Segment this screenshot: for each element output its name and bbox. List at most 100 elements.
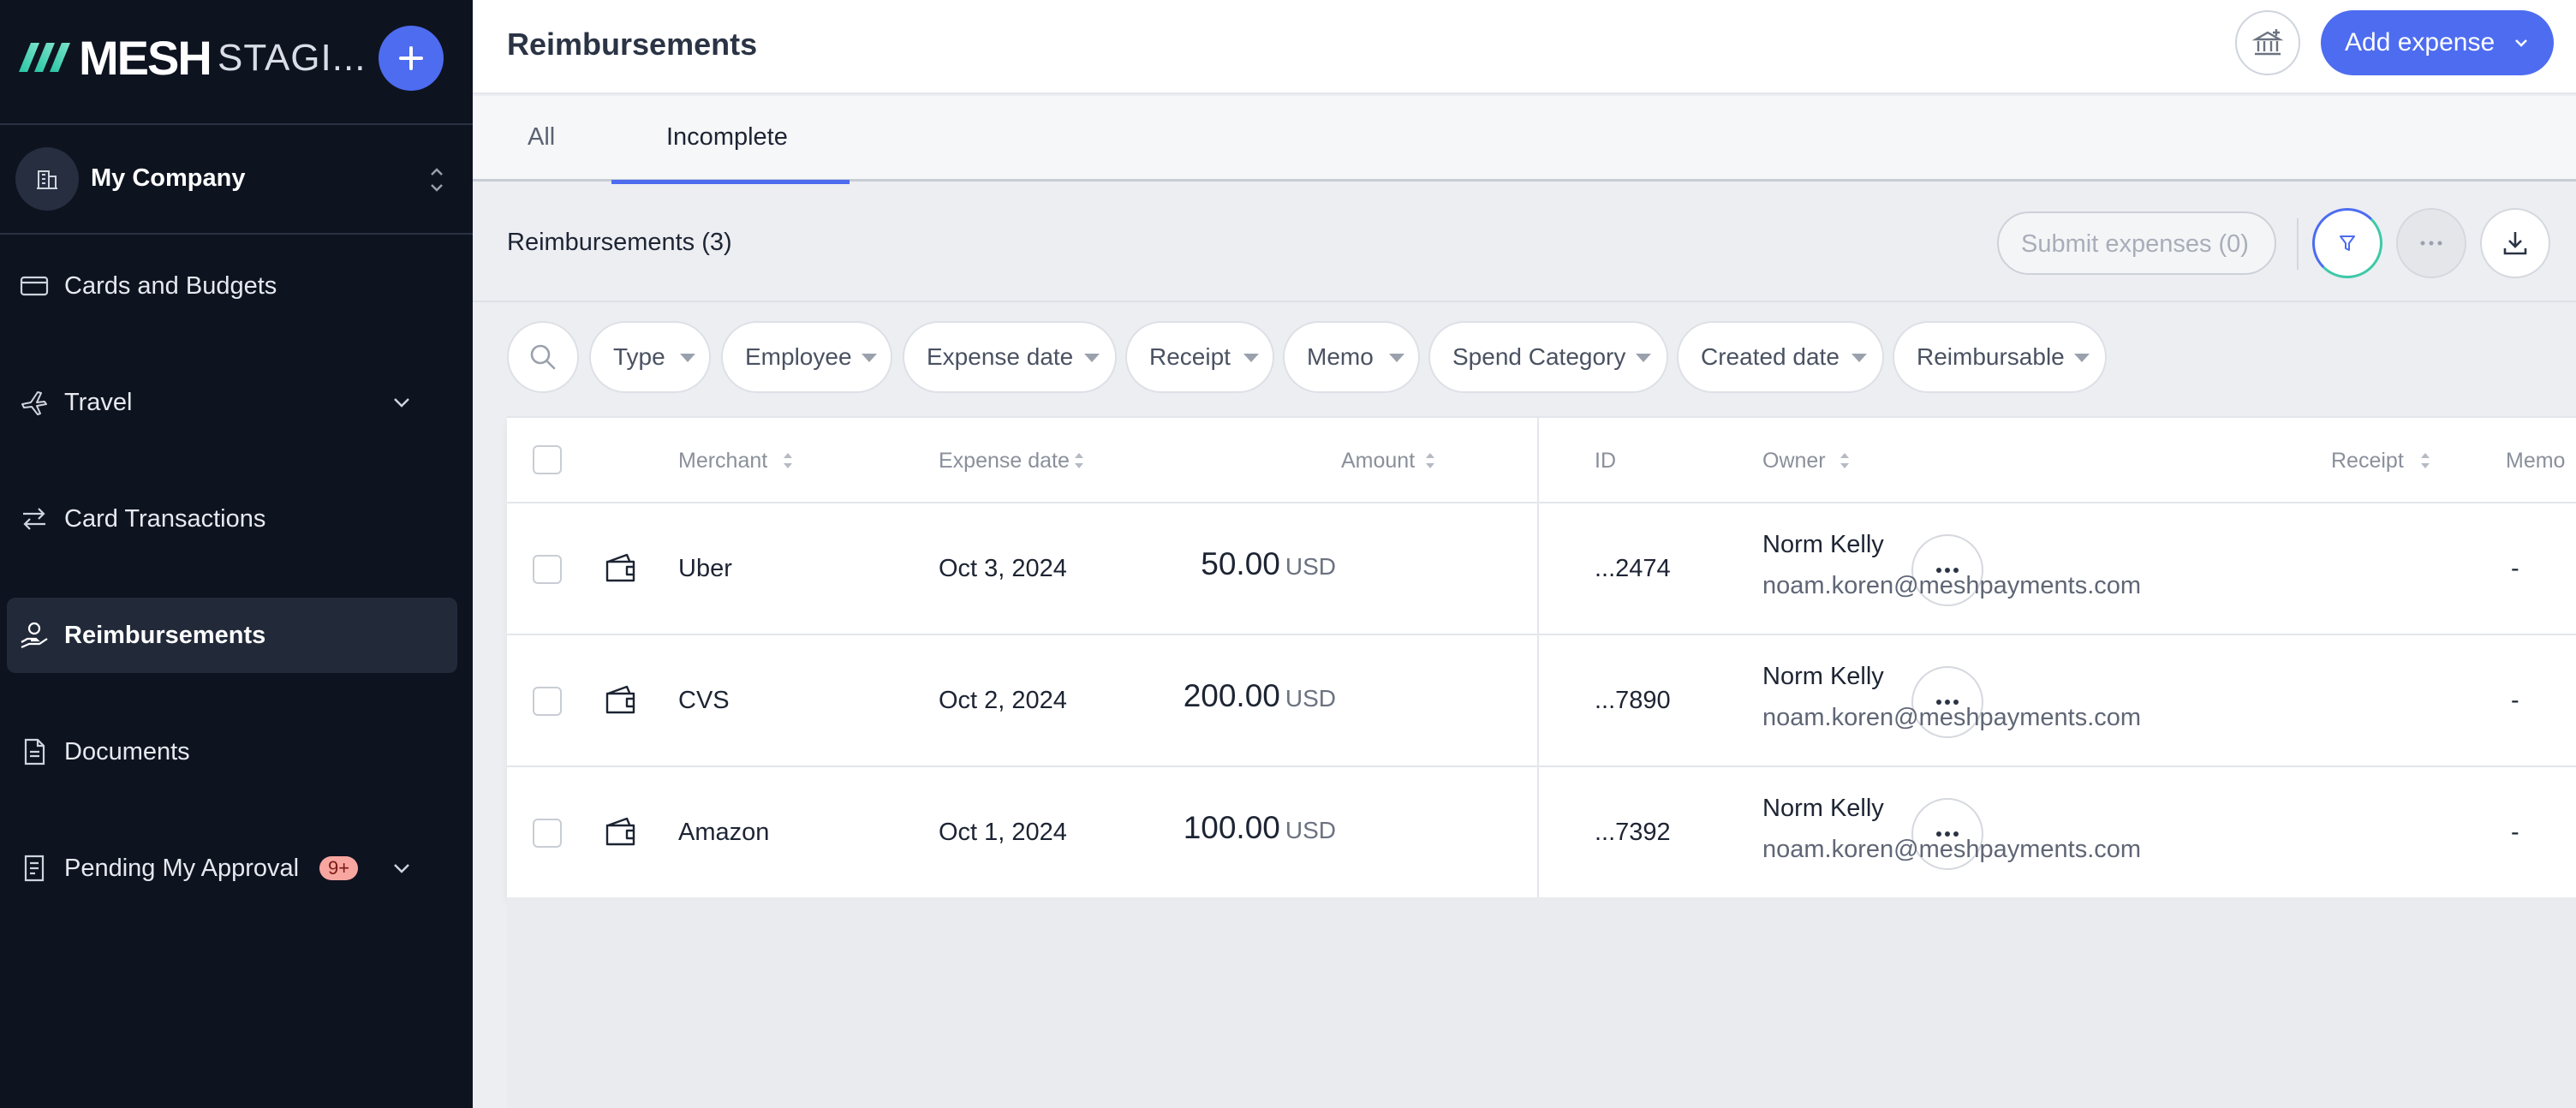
chevron-down-icon bbox=[394, 864, 409, 873]
sidebar-item-label: Documents bbox=[64, 738, 190, 765]
row-actions-button[interactable] bbox=[1911, 534, 1983, 606]
sidebar-item-cards-and-budgets[interactable]: Cards and Budgets bbox=[7, 248, 457, 324]
more-actions-button[interactable] bbox=[2396, 208, 2466, 278]
filter-bar: Type Employee Expense date Receipt Memo … bbox=[473, 304, 2576, 415]
caret-down-icon bbox=[1389, 354, 1404, 362]
bank-icon bbox=[2251, 29, 2284, 56]
filter-chip-label: Spend Category bbox=[1452, 343, 1626, 370]
table-row[interactable]: Uber Oct 3, 2024 50.00 USD ...2474 Norm K… bbox=[507, 503, 2576, 635]
sidebar-item-card-transactions[interactable]: Card Transactions bbox=[7, 481, 457, 557]
tab-incomplete[interactable]: Incomplete bbox=[611, 96, 850, 184]
ellipsis-icon bbox=[1936, 831, 1959, 837]
filter-chip-type[interactable]: Type bbox=[589, 321, 711, 393]
row-actions-button[interactable] bbox=[1911, 798, 1983, 870]
table-row[interactable]: CVS Oct 2, 2024 200.00 USD ...7890 Norm K… bbox=[507, 635, 2576, 767]
owner-email: noam.koren@meshpayments.com bbox=[1762, 572, 2142, 599]
merchant-name: Amazon bbox=[678, 819, 770, 846]
filter-icon bbox=[2340, 235, 2355, 251]
table-header: Merchant Expense date Amount ID Owner Re… bbox=[507, 418, 2576, 503]
mesh-logo-icon bbox=[19, 43, 70, 72]
sidebar-item-label: Card Transactions bbox=[64, 505, 266, 533]
column-header-expense-date[interactable]: Expense date bbox=[939, 449, 1070, 473]
airplane-icon bbox=[21, 391, 47, 415]
sort-icon[interactable] bbox=[1838, 449, 1852, 473]
expense-date: Oct 3, 2024 bbox=[939, 555, 1067, 582]
sidebar: MESH STAGI... My Company Cards and Budge… bbox=[0, 0, 473, 1108]
filter-chip-receipt[interactable]: Receipt bbox=[1125, 321, 1274, 393]
sidebar-item-reimbursements[interactable]: Reimbursements bbox=[7, 598, 457, 673]
tab-all[interactable]: All bbox=[473, 96, 606, 182]
filter-chip-label: Type bbox=[613, 343, 665, 370]
amount: 50.00 USD bbox=[1201, 546, 1336, 582]
row-checkbox[interactable] bbox=[533, 555, 562, 584]
amount-currency: USD bbox=[1285, 685, 1336, 712]
sidebar-item-travel[interactable]: Travel bbox=[7, 365, 457, 440]
active-tab-indicator bbox=[611, 180, 850, 184]
add-expense-button[interactable]: Add expense bbox=[2321, 10, 2554, 75]
column-header-amount[interactable]: Amount bbox=[1341, 449, 1416, 473]
brand-header: MESH STAGI... bbox=[0, 0, 473, 125]
amount: 100.00 USD bbox=[1184, 810, 1336, 846]
tab-bar: All Incomplete bbox=[473, 96, 2576, 184]
caret-down-icon bbox=[1243, 354, 1259, 362]
filter-chip-reimbursable[interactable]: Reimbursable bbox=[1893, 321, 2107, 393]
caret-down-icon bbox=[1084, 354, 1100, 362]
filter-chip-spend-category[interactable]: Spend Category bbox=[1428, 321, 1668, 393]
merchant-name: CVS bbox=[678, 687, 730, 714]
frozen-column-divider bbox=[1537, 418, 1539, 899]
submit-expenses-button[interactable]: Submit expenses (0) bbox=[1997, 211, 2276, 275]
memo-value: - bbox=[2511, 687, 2519, 714]
sort-icon[interactable] bbox=[1423, 449, 1437, 473]
row-checkbox[interactable] bbox=[533, 687, 562, 716]
search-button[interactable] bbox=[507, 321, 579, 393]
quick-add-button[interactable] bbox=[379, 26, 444, 91]
download-button[interactable] bbox=[2480, 208, 2550, 278]
company-switcher[interactable]: My Company bbox=[0, 127, 473, 235]
wallet-icon bbox=[605, 553, 635, 582]
sort-icon[interactable] bbox=[781, 449, 795, 473]
sidebar-item-documents[interactable]: Documents bbox=[7, 714, 457, 789]
row-actions-button[interactable] bbox=[1911, 666, 1983, 738]
chevron-down-icon bbox=[394, 398, 409, 408]
select-all-checkbox[interactable] bbox=[533, 445, 562, 474]
add-expense-label: Add expense bbox=[2345, 28, 2496, 57]
column-header-receipt[interactable]: Receipt bbox=[2331, 449, 2404, 473]
sort-icon[interactable] bbox=[1072, 449, 1086, 473]
merchant-name: Uber bbox=[678, 555, 732, 582]
brand-name: MESH bbox=[79, 31, 212, 85]
company-name: My Company bbox=[91, 164, 246, 192]
table-row[interactable]: Amazon Oct 1, 2024 100.00 USD ...7392 Nor… bbox=[507, 767, 2576, 899]
bank-button[interactable] bbox=[2235, 10, 2300, 75]
caret-down-icon bbox=[2074, 354, 2090, 362]
caret-down-icon bbox=[1852, 354, 1867, 362]
building-icon bbox=[37, 170, 57, 189]
filter-chip-memo[interactable]: Memo bbox=[1283, 321, 1420, 393]
tab-label: All bbox=[528, 123, 556, 151]
amount-currency: USD bbox=[1285, 553, 1336, 580]
filter-chip-employee[interactable]: Employee bbox=[721, 321, 892, 393]
filter-chip-created-date[interactable]: Created date bbox=[1677, 321, 1884, 393]
row-checkbox[interactable] bbox=[533, 819, 562, 848]
toolbar-divider bbox=[2297, 218, 2299, 270]
amount-value: 200.00 bbox=[1183, 678, 1280, 713]
memo-value: - bbox=[2511, 555, 2519, 582]
owner-email: noam.koren@meshpayments.com bbox=[1762, 836, 2142, 863]
main-content: Reimbursements Add expense All Incomplet… bbox=[473, 0, 2576, 1108]
credit-card-icon bbox=[20, 276, 49, 296]
sidebar-item-label: Reimbursements bbox=[64, 622, 266, 649]
column-header-merchant[interactable]: Merchant bbox=[678, 449, 768, 473]
sort-icon[interactable] bbox=[2418, 449, 2432, 473]
filter-chip-label: Employee bbox=[745, 343, 852, 370]
expense-date: Oct 2, 2024 bbox=[939, 687, 1067, 714]
filter-button[interactable] bbox=[2312, 208, 2382, 278]
notification-badge: 9+ bbox=[319, 856, 359, 880]
sidebar-item-pending-my-approval[interactable]: Pending My Approval 9+ bbox=[7, 831, 457, 906]
ellipsis-icon bbox=[1936, 568, 1959, 573]
amount-value: 50.00 bbox=[1201, 546, 1280, 581]
wallet-icon bbox=[605, 685, 635, 714]
expense-id: ...2474 bbox=[1595, 555, 1671, 582]
filter-chip-expense-date[interactable]: Expense date bbox=[903, 321, 1117, 393]
document-icon bbox=[24, 738, 45, 765]
chevron-down-icon bbox=[2515, 39, 2527, 47]
column-header-owner[interactable]: Owner bbox=[1762, 449, 1826, 473]
